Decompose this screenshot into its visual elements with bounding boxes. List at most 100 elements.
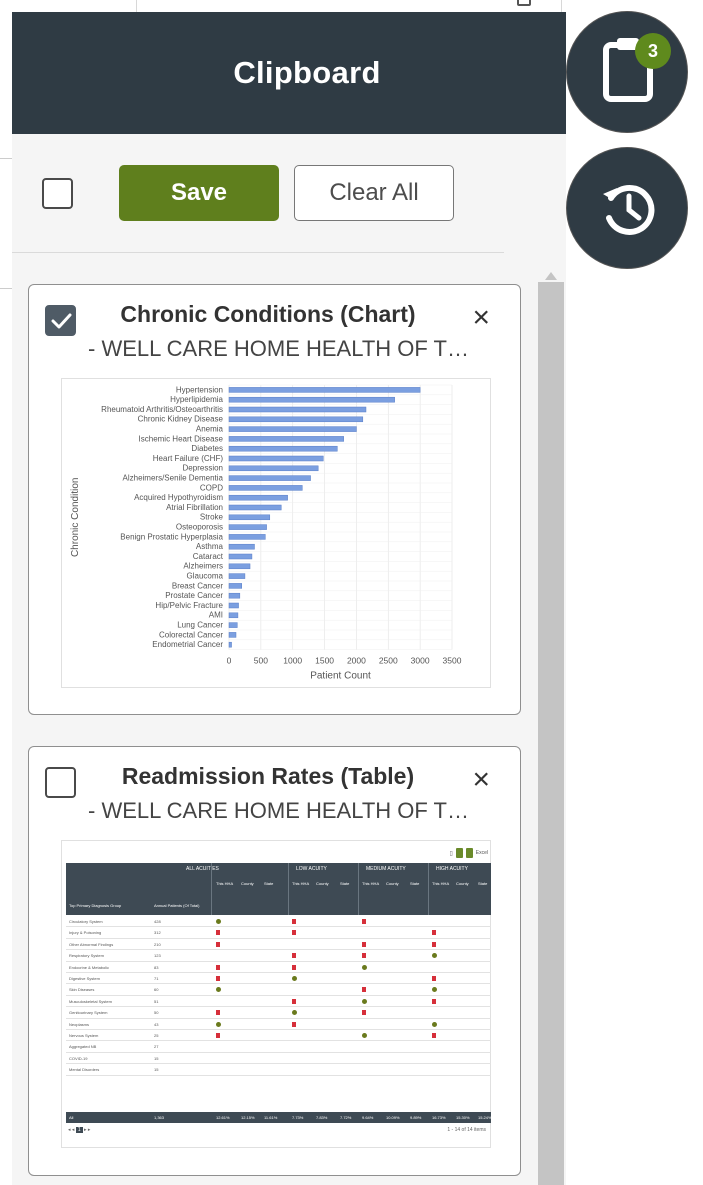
indicator-marker	[216, 1021, 221, 1027]
remove-card-close-icon[interactable]: ×	[472, 301, 490, 334]
table-row: Respiratory System 123	[66, 950, 491, 962]
panel-title: Clipboard	[233, 55, 381, 90]
patients-cell: 25	[154, 1033, 159, 1038]
patients-cell: 27	[154, 1044, 159, 1050]
footer-cell: 15.30%	[456, 1115, 470, 1120]
save-button[interactable]: Save	[119, 165, 279, 221]
category-label: Endometrial Cancer	[152, 640, 223, 649]
category-label: Rheumatoid Arthritis/Osteoarthritis	[101, 405, 223, 414]
table-header: ALL ACUITIES LOW ACUITY MEDIUM ACUITY HIGH …	[66, 863, 491, 915]
indicator-marker	[216, 1010, 220, 1016]
indicator-marker	[432, 941, 436, 947]
diagnosis-cell: Mental Disorders	[69, 1067, 100, 1073]
footer-cell: 9.64%	[362, 1115, 374, 1120]
x-tick-label: 3500	[443, 656, 462, 666]
clipboard-count-badge: 3	[635, 33, 671, 69]
chart-bar	[228, 641, 232, 648]
diagnosis-cell: Genitourinary System	[69, 1010, 108, 1016]
clear-all-button[interactable]: Clear All	[294, 165, 454, 221]
clipboard-toolbar: Save Clear All	[12, 134, 566, 264]
table-row: Aggregated NB 27	[66, 1041, 491, 1053]
table-row: Mental Disorders 15	[66, 1064, 491, 1076]
toolbar-divider	[12, 252, 504, 253]
clipboard-card: Readmission Rates (Table) - WELL CARE HO…	[28, 746, 521, 1176]
scrollbar[interactable]	[538, 268, 564, 1185]
indicator-marker	[432, 1021, 437, 1027]
table-footer-row: All 1,363 12.61% 12.15% 11.61% 7.73% 7.83% 7.72…	[66, 1112, 492, 1123]
diagnosis-cell: Circulatory System	[69, 919, 103, 924]
table-row: Genitourinary System 50	[66, 1007, 491, 1019]
table-group-header: LOW ACUITY	[296, 866, 327, 872]
chart-bar	[228, 426, 357, 432]
column-header: State	[410, 881, 420, 886]
history-button[interactable]	[566, 147, 688, 269]
chart-bar	[228, 563, 251, 570]
patients-cell: 15	[154, 1055, 159, 1061]
indicator-marker	[216, 987, 221, 993]
x-axis-title: Patient Count	[310, 671, 371, 682]
clipboard-button[interactable]: 3	[566, 11, 688, 133]
indicator-marker	[216, 941, 220, 947]
category-label: Heart Failure (CHF)	[153, 454, 224, 463]
indicator-marker	[292, 1010, 297, 1016]
column-header: County	[386, 881, 399, 886]
table-row: Neoplasms 43	[66, 1019, 491, 1030]
category-label: Prostate Cancer	[165, 591, 223, 600]
chart-thumbnail[interactable]: Hypertension Hyperlipidemia Rheumatoid Art…	[61, 378, 491, 688]
indicator-marker	[292, 930, 296, 936]
table-row: Musculoskeletal System 51	[66, 996, 491, 1008]
chart-bar	[228, 524, 267, 530]
page-button	[455, 848, 463, 858]
card-title: Readmission Rates (Table)	[121, 763, 415, 789]
patients-cell: 15	[154, 1067, 159, 1073]
card-checkbox[interactable]	[45, 305, 76, 336]
category-label: Lung Cancer	[177, 621, 223, 630]
category-label: Osteoporosis	[176, 523, 223, 532]
card-checkbox[interactable]	[45, 767, 76, 798]
footer-cell: 15.24%	[478, 1115, 492, 1120]
table-group-header: HIGH ACUITY	[436, 866, 468, 872]
x-tick-label: 1000	[283, 656, 302, 666]
column-header: Top Primary Diagnosis Group	[69, 903, 122, 908]
chart-bar	[228, 592, 241, 599]
patients-cell: 312	[154, 930, 161, 936]
header-separator	[288, 863, 289, 915]
chart-bar	[228, 485, 303, 491]
patients-cell: 60	[154, 987, 159, 993]
indicator-marker	[362, 953, 366, 959]
indicator-marker	[432, 930, 436, 936]
indicator-marker	[432, 976, 436, 981]
patients-cell: 123	[154, 953, 161, 959]
table-row: Injury & Poisoning 312	[66, 927, 491, 939]
category-label: Asthma	[196, 542, 224, 551]
column-header: This HHA	[432, 881, 450, 886]
patients-cell: 51	[154, 998, 159, 1004]
category-label: Alzheimers/Senile Dementia	[123, 474, 224, 483]
remove-card-close-icon[interactable]: ×	[472, 763, 490, 796]
panel-header: Clipboard	[12, 12, 566, 134]
column-header: This HHA	[216, 881, 234, 886]
indicator-marker	[362, 987, 366, 993]
diagnosis-cell: Respiratory System	[69, 953, 104, 959]
x-tick-label: 500	[254, 656, 268, 666]
table-group-header: ALL ACUITIES	[186, 866, 219, 872]
category-label: AMI	[209, 611, 223, 620]
excel-export: Excel	[475, 850, 488, 856]
chart-bar	[228, 514, 271, 521]
chart-bar	[228, 622, 238, 628]
column-header: Annual Patients (Of Total)	[154, 903, 200, 908]
select-all-checkbox[interactable]	[42, 178, 73, 209]
indicator-marker	[362, 1033, 367, 1038]
table-thumbnail[interactable]: ▯ Excel ALL ACUITIES LOW ACUITY MEDIUM ACU…	[61, 840, 492, 1148]
chart-bar	[228, 475, 311, 481]
column-header: This HHA	[292, 881, 310, 886]
scrollbar-thumb[interactable]	[538, 282, 564, 1185]
footer-cell: 16.73%	[432, 1115, 446, 1120]
category-label: Depression	[183, 464, 223, 473]
scroll-up-arrow-icon[interactable]	[545, 272, 557, 280]
patients-cell: 43	[154, 1021, 159, 1027]
indicator-marker	[292, 998, 296, 1004]
chart-bar	[228, 494, 288, 501]
category-label: Breast Cancer	[172, 581, 223, 590]
